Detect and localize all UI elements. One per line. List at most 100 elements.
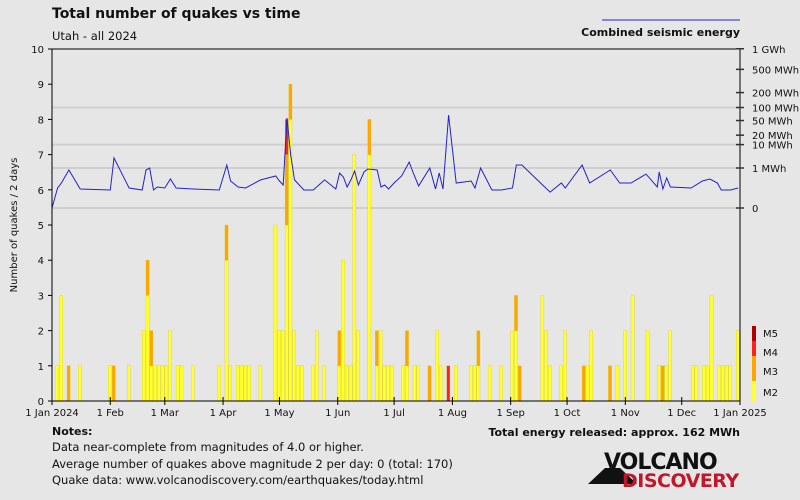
bar-m2 <box>341 260 345 402</box>
bar-m2 <box>559 365 563 402</box>
x-tick-label: 1 Dec <box>667 408 696 419</box>
y-tick-label: 2 <box>38 327 44 338</box>
bar-m2 <box>352 154 357 402</box>
bar-m3 <box>405 330 409 366</box>
y-tick-label: 3 <box>38 291 44 302</box>
legend-swatch-m5 <box>752 326 756 341</box>
x-tick-label: 1 Jan 2025 <box>713 408 767 419</box>
bar-m2 <box>514 330 518 402</box>
bar-m2 <box>589 330 593 402</box>
y-tick-label: 4 <box>38 256 44 267</box>
y-ticks-left: 0 1 2 3 4 5 6 7 8 9 10 <box>31 45 52 408</box>
note-line: Data near-complete from magnitudes of 4.… <box>52 440 364 454</box>
bar-m2 <box>247 365 251 402</box>
bar-m2 <box>149 365 154 402</box>
energy-tick-label: 1 MWh <box>752 164 786 175</box>
bar-m2 <box>623 330 627 402</box>
bar-m2 <box>153 365 157 402</box>
bar-m3 <box>581 365 586 402</box>
bar-m2 <box>281 330 285 402</box>
y-tick-label: 5 <box>38 221 44 232</box>
bar-m2 <box>78 365 82 402</box>
bar-m2 <box>668 330 672 402</box>
bar-m2 <box>487 365 492 402</box>
bar-m2 <box>724 365 729 402</box>
bar-m2 <box>382 365 387 402</box>
bar-m2 <box>284 224 289 402</box>
bar-m2 <box>356 330 360 402</box>
legend-swatch-m2 <box>752 381 756 401</box>
x-tick-label: 1 Oct <box>554 408 581 419</box>
bar-m2 <box>239 365 244 402</box>
y-tick-label: 9 <box>38 80 44 91</box>
legend-label: M2 <box>763 388 778 399</box>
bar-m2 <box>435 330 439 402</box>
bar-m2 <box>694 365 699 402</box>
y-axis-label: Number of quakes / 2 days <box>9 158 20 293</box>
bar-m2 <box>236 365 240 402</box>
bar-m2 <box>168 330 172 402</box>
bar-m3 <box>476 330 481 366</box>
energy-tick-label: 20 MWh <box>752 131 793 142</box>
energy-tick-label: 1 GWh <box>752 45 786 56</box>
legend-label: M4 <box>763 348 778 359</box>
x-tick-label: 1 Sep <box>496 408 524 419</box>
bar-m2 <box>375 365 379 402</box>
logo-discovery: DISCOVERY <box>622 470 739 492</box>
bar-m2 <box>348 365 353 402</box>
bar-m2 <box>322 365 326 402</box>
bar-m3 <box>337 330 342 366</box>
bar-m2 <box>690 365 695 402</box>
bar-m2 <box>386 365 390 402</box>
bar-m2 <box>378 330 383 402</box>
bar-m3 <box>284 154 289 226</box>
energy-line <box>51 114 739 209</box>
bar-m3 <box>660 365 665 402</box>
bar-m3 <box>288 84 293 120</box>
bar-m2 <box>585 365 590 402</box>
bar-m2 <box>311 365 315 402</box>
bar-m3 <box>608 365 612 402</box>
y-tick-label: 1 <box>38 362 44 373</box>
bar-m2 <box>258 365 263 402</box>
bar-m2 <box>337 365 342 402</box>
x-tick-label: 1 Aug <box>438 408 467 419</box>
bar-m2 <box>345 365 349 402</box>
chart-subtitle: Utah - all 2024 <box>52 29 137 43</box>
y-tick-label: 7 <box>38 151 44 162</box>
bar-m2 <box>510 330 514 402</box>
legend-label: M3 <box>763 367 778 378</box>
notes-heading: Notes: <box>52 425 92 438</box>
legend-swatch-m4 <box>752 341 756 356</box>
bar-m2 <box>142 330 146 402</box>
bar-m2 <box>160 365 165 402</box>
bar-m2 <box>412 365 417 402</box>
x-tick-label: 1 Nov <box>611 408 640 419</box>
bar-m3 <box>112 365 116 402</box>
bar-m2 <box>164 365 169 402</box>
y-tick-label: 6 <box>38 186 44 197</box>
x-tick-label: 1 Mar <box>151 408 180 419</box>
bar-m3 <box>66 365 71 402</box>
note-line: Quake data: www.volcanodiscovery.com/ear… <box>52 473 423 487</box>
x-tick-label: 1 May <box>264 408 294 419</box>
y-tick-label: 0 <box>38 397 44 408</box>
bar-m2 <box>469 365 473 402</box>
bar-m2 <box>228 365 233 402</box>
y-tick-label: 10 <box>31 45 44 56</box>
bar-m3 <box>514 295 518 331</box>
bar-m2 <box>476 365 481 402</box>
bar-m2 <box>127 365 131 402</box>
energy-tick-label: 0 <box>752 204 758 215</box>
note-line: Average number of quakes above magnitude… <box>52 457 453 471</box>
y-tick-label: 8 <box>38 115 44 126</box>
legend-label: M5 <box>763 329 778 340</box>
bar-m2 <box>179 365 184 402</box>
bar-m2 <box>630 295 635 402</box>
bar-m2 <box>145 295 150 402</box>
bar-m2 <box>416 365 420 402</box>
bar-m2 <box>548 365 552 402</box>
bar-m2 <box>157 365 161 402</box>
